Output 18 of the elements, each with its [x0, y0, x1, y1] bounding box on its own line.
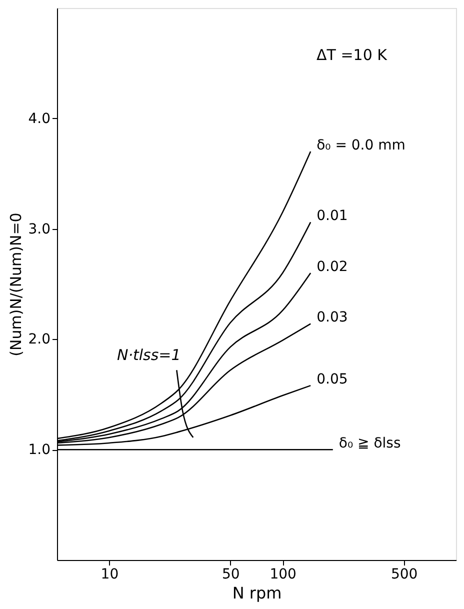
series-label: 0.01: [316, 208, 348, 224]
annotation: N·tlss=1: [117, 346, 181, 364]
x-axis-title: N rpm: [232, 584, 282, 602]
annotation: ΔT =10 K: [316, 46, 388, 64]
series-label: δ₀ ≧ δlss: [338, 436, 401, 452]
series-label: 0.02: [316, 258, 348, 275]
x-tick-label: 10: [100, 566, 119, 582]
series-label: 0.05: [316, 372, 348, 388]
x-tick-label: 100: [270, 566, 296, 582]
y-tick-label: 2.0: [28, 332, 50, 348]
x-tick-label: 50: [222, 566, 240, 582]
x-tick-label: 500: [390, 566, 418, 582]
series-label: δ₀ = 0.0 mm: [316, 138, 406, 154]
y-tick-label: 1.0: [28, 442, 50, 458]
y-tick-label: 4.0: [28, 110, 50, 127]
y-axis-title: (Num)N/(Num)N=0: [7, 212, 26, 356]
series-label: 0.03: [316, 310, 348, 326]
y-tick-label: 3.0: [28, 221, 50, 238]
